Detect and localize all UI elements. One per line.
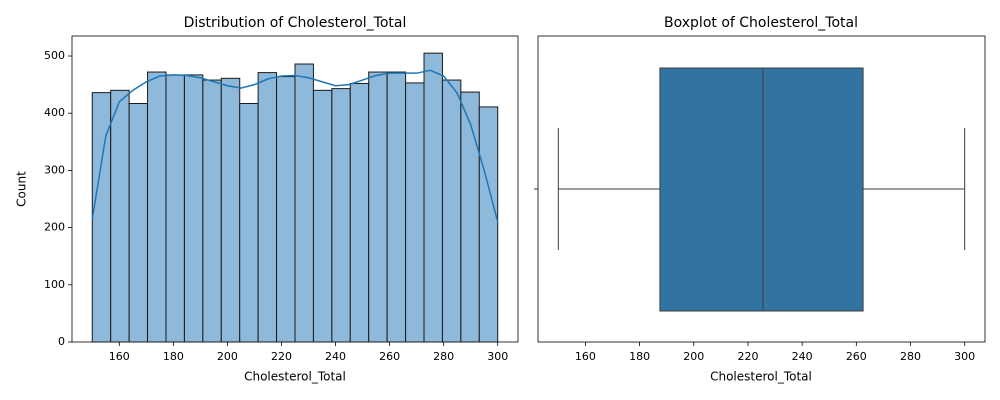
x-axis-label: Cholesterol_Total bbox=[710, 370, 812, 384]
histogram-bar bbox=[294, 63, 314, 343]
histogram-bar bbox=[276, 76, 296, 343]
x-tick-label: 260 bbox=[379, 350, 400, 363]
y-tick-label: 500 bbox=[44, 49, 65, 62]
histogram-bar bbox=[183, 74, 204, 343]
kde-line bbox=[91, 69, 499, 223]
histogram-bar bbox=[128, 102, 149, 343]
histogram-bar bbox=[441, 79, 462, 343]
histogram-bar bbox=[423, 52, 443, 343]
y-tick-label: 0 bbox=[58, 335, 65, 348]
x-tick-label: 300 bbox=[954, 350, 975, 363]
x-tick-label: 180 bbox=[163, 350, 184, 363]
histogram-bar bbox=[349, 82, 370, 343]
chart-title: Boxplot of Cholesterol_Total bbox=[664, 15, 858, 31]
x-tick-label: 160 bbox=[575, 350, 596, 363]
histogram-bar bbox=[331, 88, 351, 343]
y-tick-label: 400 bbox=[44, 106, 65, 119]
y-axis-label: Count bbox=[15, 171, 29, 207]
histogram-bar bbox=[478, 106, 499, 343]
x-tick-label: 220 bbox=[737, 350, 758, 363]
chart-title: Distribution of Cholesterol_Total bbox=[184, 15, 407, 31]
x-tick-label: 260 bbox=[846, 350, 867, 363]
x-tick-label: 240 bbox=[325, 350, 346, 363]
histogram-bar bbox=[368, 71, 388, 343]
y-tick-label: 300 bbox=[44, 163, 65, 176]
histogram-bar bbox=[220, 77, 241, 343]
y-tick-label: 200 bbox=[44, 221, 65, 234]
histogram-bar bbox=[110, 89, 130, 343]
x-tick-label: 180 bbox=[629, 350, 650, 363]
histogram-bar bbox=[460, 91, 480, 343]
x-tick-label: 200 bbox=[217, 350, 238, 363]
histogram-bar bbox=[405, 82, 425, 343]
x-axis-label: Cholesterol_Total bbox=[244, 370, 346, 384]
histogram-bar bbox=[202, 79, 222, 343]
histogram-bar bbox=[312, 89, 333, 343]
x-tick-label: 280 bbox=[900, 350, 921, 363]
histogram-bar bbox=[147, 71, 167, 343]
histogram-bar bbox=[239, 102, 259, 343]
y-tick-label: 100 bbox=[44, 278, 65, 291]
histogram-bar bbox=[165, 74, 185, 343]
x-tick-label: 300 bbox=[487, 350, 508, 363]
x-tick-label: 240 bbox=[792, 350, 813, 363]
x-tick-label: 280 bbox=[433, 350, 454, 363]
histogram-bar bbox=[257, 72, 278, 343]
histogram-bar bbox=[386, 71, 407, 343]
x-tick-label: 160 bbox=[109, 350, 130, 363]
x-tick-label: 200 bbox=[683, 350, 704, 363]
x-tick-label: 220 bbox=[271, 350, 292, 363]
box bbox=[659, 67, 864, 312]
